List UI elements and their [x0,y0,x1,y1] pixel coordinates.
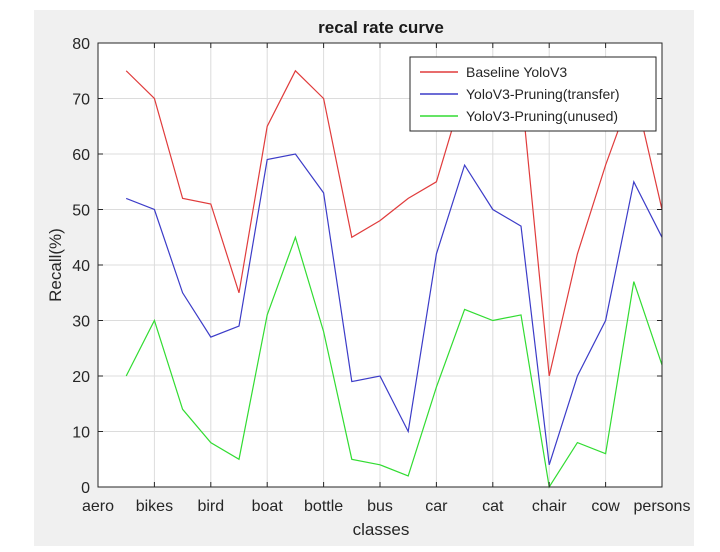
x-tick-label: car [425,498,448,515]
x-tick-label: bird [197,498,224,515]
y-tick-label: 60 [72,147,90,164]
y-axis-label: Recall(%) [46,228,65,302]
y-tick-label: 20 [72,369,90,386]
legend-entry-2: YoloV3-Pruning(transfer) [466,86,620,102]
y-tick-label: 40 [72,258,90,275]
legend-entry-3: YoloV3-Pruning(unused) [466,108,618,124]
x-tick-label: bikes [136,498,173,515]
x-tick-label: bottle [304,498,343,515]
series-line-3 [125,235,663,489]
y-tick-label: 80 [72,36,90,53]
x-tick-label: cow [591,498,620,515]
x-axis-label: classes [353,520,410,539]
x-tick-label: cat [482,498,504,515]
x-tick-label: persons [634,498,691,515]
y-tick-label: 70 [72,92,90,109]
y-tick-label: 0 [81,480,90,497]
x-tick-label: bus [367,498,393,515]
y-tick-label: 50 [72,203,90,220]
chart-title: recal rate curve [318,18,444,37]
series-line-2 [125,153,663,465]
y-tick-label: 10 [72,425,90,442]
x-tick-label: boat [252,498,284,515]
x-tick-label: aero [82,498,114,515]
y-tick-label: 30 [72,314,90,331]
series-line-1 [125,69,663,377]
x-tick-label: chair [532,498,567,515]
legend-entry-1: Baseline YoloV3 [466,64,567,80]
legend: Baseline YoloV3 YoloV3-Pruning(transfer) Y… [409,56,657,132]
